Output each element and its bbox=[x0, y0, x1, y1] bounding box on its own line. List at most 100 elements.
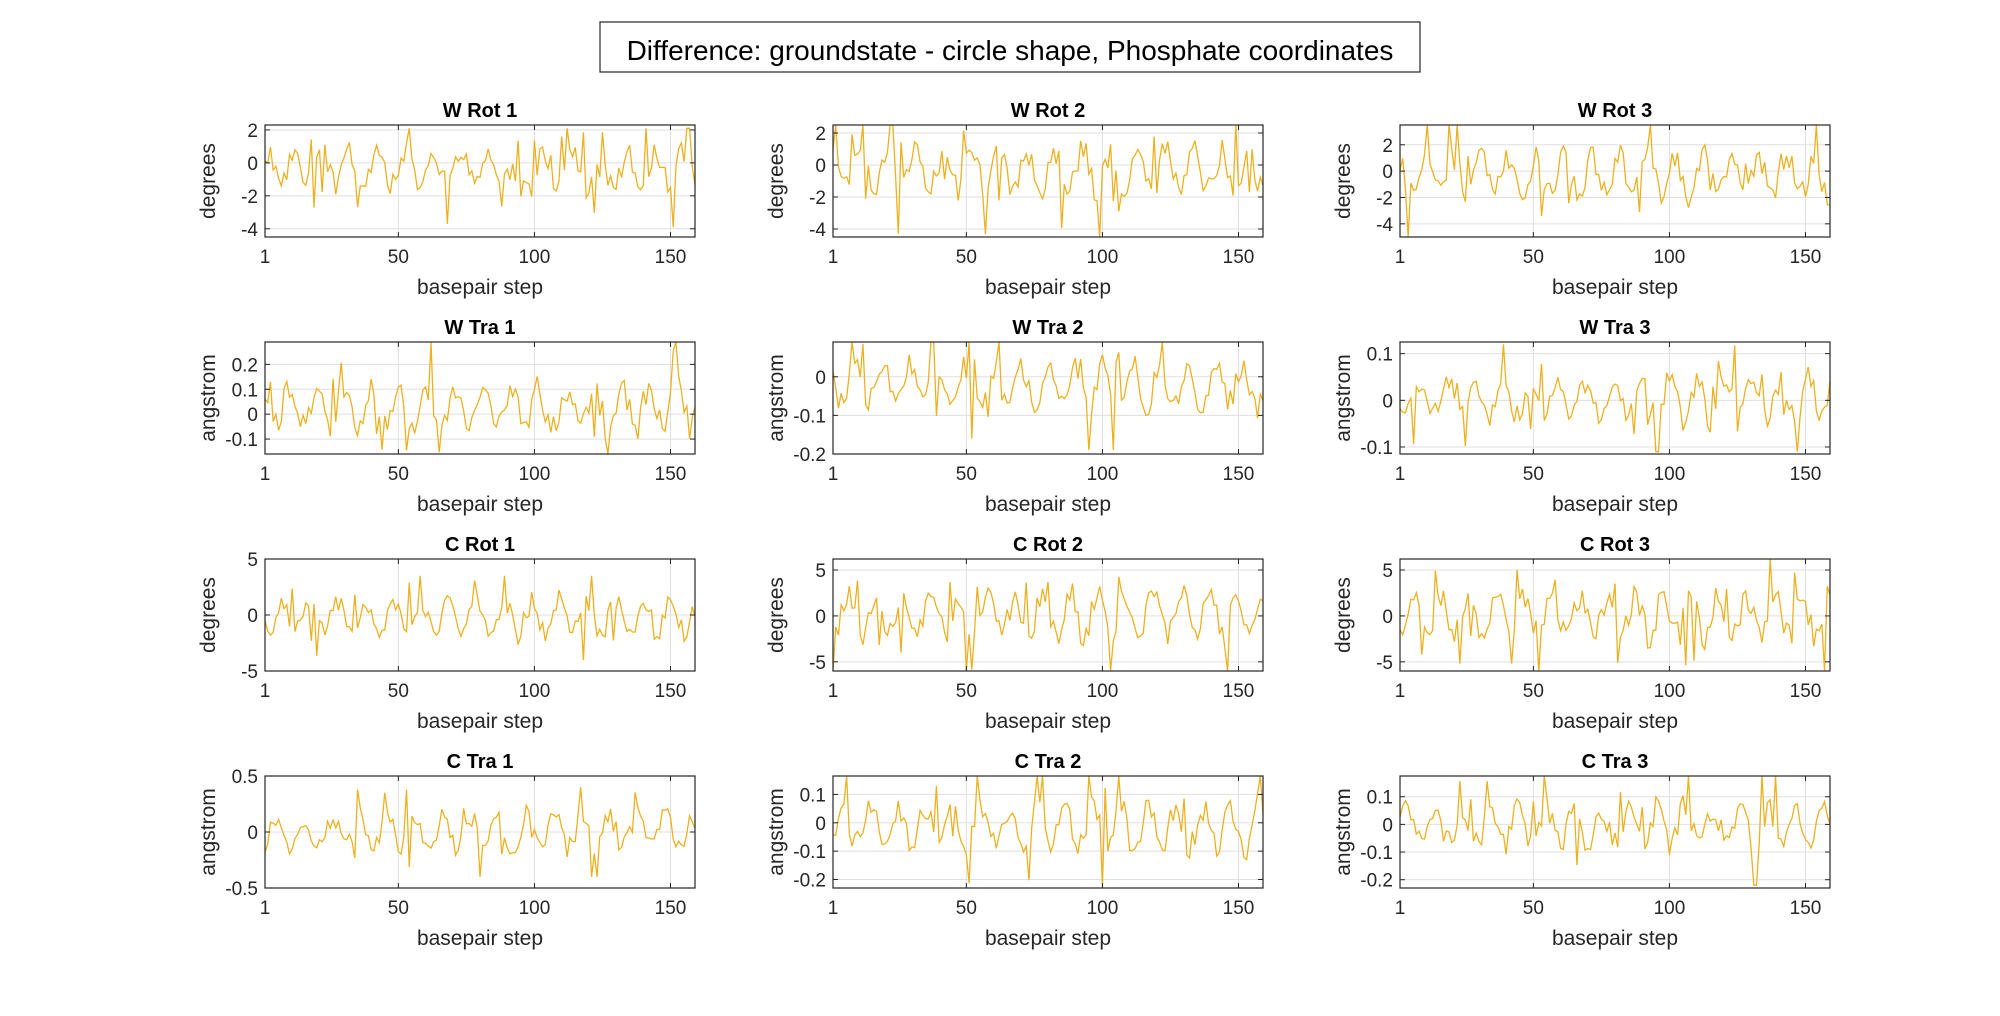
x-tick-label: 50 bbox=[956, 464, 977, 485]
x-tick-label: 50 bbox=[956, 247, 977, 268]
subplot-title: C Tra 1 bbox=[447, 751, 514, 773]
series-line bbox=[833, 125, 1263, 237]
x-tick-label: 50 bbox=[1523, 898, 1544, 919]
y-tick-label: 0 bbox=[815, 368, 826, 389]
y-tick-label: -5 bbox=[809, 653, 826, 674]
y-tick-label: 2 bbox=[247, 121, 258, 142]
x-axis-label: basepair step bbox=[1552, 493, 1678, 516]
series-line bbox=[265, 575, 695, 661]
x-axis-label: basepair step bbox=[417, 276, 543, 299]
y-tick-label: 0.2 bbox=[232, 355, 258, 376]
plot-area bbox=[1400, 776, 1830, 888]
series-line bbox=[1400, 559, 1830, 671]
x-tick-label: 100 bbox=[519, 898, 551, 919]
x-tick-label: 50 bbox=[1523, 681, 1544, 702]
x-tick-label: 1 bbox=[1395, 681, 1406, 702]
subplot-title: C Tra 2 bbox=[1015, 751, 1082, 773]
x-axis-label: basepair step bbox=[1552, 710, 1678, 733]
x-axis-label: basepair step bbox=[1552, 276, 1678, 299]
y-axis-label: degrees bbox=[765, 143, 788, 219]
y-axis-label: angstrom bbox=[1332, 788, 1355, 876]
subplot-title: C Rot 2 bbox=[1013, 534, 1083, 556]
y-tick-label: -0.5 bbox=[225, 879, 258, 900]
x-tick-label: 100 bbox=[1654, 464, 1686, 485]
y-tick-label: 0 bbox=[1382, 391, 1393, 412]
y-tick-label: -0.1 bbox=[1360, 438, 1393, 459]
y-tick-label: 2 bbox=[1382, 136, 1393, 157]
plot-area bbox=[833, 559, 1263, 671]
x-tick-label: 150 bbox=[1223, 898, 1255, 919]
x-tick-label: 1 bbox=[828, 247, 839, 268]
y-tick-label: 5 bbox=[815, 561, 826, 582]
x-tick-label: 1 bbox=[828, 681, 839, 702]
y-tick-label: -5 bbox=[1376, 653, 1393, 674]
series-line bbox=[833, 776, 1263, 887]
x-tick-label: 50 bbox=[956, 681, 977, 702]
x-tick-label: 100 bbox=[1087, 464, 1119, 485]
y-tick-label: 0 bbox=[815, 607, 826, 628]
x-tick-label: 1 bbox=[1395, 247, 1406, 268]
x-axis-label: basepair step bbox=[985, 276, 1111, 299]
x-axis-label: basepair step bbox=[985, 927, 1111, 950]
y-tick-label: -5 bbox=[241, 662, 258, 683]
axes-box bbox=[832, 124, 1264, 238]
y-tick-label: 0.1 bbox=[800, 785, 826, 806]
y-tick-label: -2 bbox=[241, 187, 258, 208]
x-tick-label: 150 bbox=[655, 681, 687, 702]
x-tick-label: 100 bbox=[1654, 898, 1686, 919]
subplot-title: C Rot 1 bbox=[445, 534, 515, 556]
y-axis-label: angstrom bbox=[197, 788, 220, 876]
x-tick-label: 100 bbox=[1654, 247, 1686, 268]
y-tick-label: -0.2 bbox=[1360, 871, 1393, 892]
x-tick-label: 100 bbox=[519, 681, 551, 702]
x-tick-label: 150 bbox=[1790, 681, 1822, 702]
x-tick-label: 100 bbox=[1087, 898, 1119, 919]
x-tick-label: 50 bbox=[388, 464, 409, 485]
axes-box bbox=[1399, 558, 1831, 672]
y-axis-label: angstrom bbox=[197, 354, 220, 442]
axes-box bbox=[264, 124, 696, 238]
x-tick-label: 50 bbox=[956, 898, 977, 919]
x-tick-label: 50 bbox=[388, 247, 409, 268]
y-tick-label: 0.1 bbox=[1367, 788, 1393, 809]
x-tick-label: 50 bbox=[1523, 464, 1544, 485]
series-line bbox=[1400, 125, 1830, 237]
subplot-title: C Tra 3 bbox=[1582, 751, 1649, 773]
plot-area bbox=[1400, 559, 1830, 671]
axes-box bbox=[1399, 775, 1831, 889]
x-tick-label: 150 bbox=[1223, 247, 1255, 268]
subplot-title: W Rot 3 bbox=[1578, 100, 1652, 122]
axes-box bbox=[1399, 124, 1831, 238]
subplot-title: W Tra 2 bbox=[1012, 317, 1083, 339]
x-tick-label: 1 bbox=[260, 464, 271, 485]
x-tick-label: 100 bbox=[1087, 681, 1119, 702]
y-tick-label: -4 bbox=[1376, 215, 1393, 236]
y-tick-label: 2 bbox=[815, 124, 826, 145]
x-tick-label: 1 bbox=[260, 681, 271, 702]
y-axis-label: degrees bbox=[765, 577, 788, 653]
x-axis-label: basepair step bbox=[417, 710, 543, 733]
y-tick-label: 0 bbox=[815, 156, 826, 177]
y-tick-label: 0 bbox=[247, 606, 258, 627]
plot-area bbox=[1400, 125, 1830, 237]
x-tick-label: 100 bbox=[519, 464, 551, 485]
y-axis-label: angstrom bbox=[1332, 354, 1355, 442]
y-tick-label: 0 bbox=[1382, 162, 1393, 183]
y-tick-label: 0.1 bbox=[232, 380, 258, 401]
series-line bbox=[833, 576, 1263, 671]
y-tick-label: -2 bbox=[1376, 188, 1393, 209]
x-tick-label: 1 bbox=[260, 898, 271, 919]
y-tick-label: -0.2 bbox=[793, 870, 826, 891]
y-tick-label: -4 bbox=[809, 220, 826, 241]
x-tick-label: 100 bbox=[519, 247, 551, 268]
y-tick-label: -0.1 bbox=[793, 842, 826, 863]
